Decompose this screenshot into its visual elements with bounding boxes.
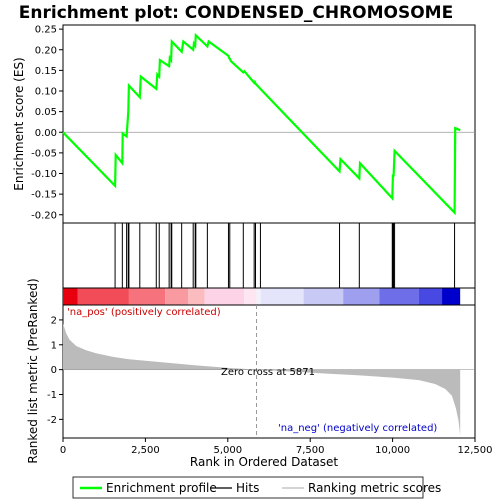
es-y-tick-label: 0.15 <box>35 66 57 77</box>
heatmap-segment <box>256 288 261 305</box>
enrichment-profile-line <box>62 32 461 216</box>
es-y-tick-label: -0.05 <box>31 148 57 159</box>
es-y-tick-label: -0.10 <box>31 169 57 180</box>
heatmap-segment <box>165 288 189 305</box>
es-y-tick-label: 0.25 <box>35 25 57 36</box>
es-y-tick-label: 0.00 <box>35 128 57 139</box>
legend-label: Hits <box>236 481 259 495</box>
es-y-tick-label: 0.10 <box>35 87 57 98</box>
hits-group <box>114 223 456 288</box>
x-tick-label: 0 <box>60 445 66 456</box>
heatmap-segment <box>204 288 245 305</box>
metric-y-axis-label: Ranked list metric (PreRanked) <box>26 278 40 463</box>
es-profile-group <box>62 32 461 216</box>
metric-panel-frame <box>62 304 476 439</box>
neg-correlated-label: 'na_neg' (negatively correlated) <box>278 423 437 434</box>
metric-y-tick-label: 2 <box>51 315 57 326</box>
es-y-ticks: -0.20 -0.15 -0.10 -0.05 0.00 0.05 0.10 0.15 0.20… <box>31 25 63 221</box>
heatmap-segment <box>244 288 257 305</box>
legend: Enrichment profile Hits Ranking metric sco… <box>80 481 441 495</box>
heatmap-segment <box>379 288 419 305</box>
metric-area-group <box>63 305 475 438</box>
x-tick-label: 7,500 <box>296 445 325 456</box>
x-axis-ticks: 0 2,500 5,000 7,500 10,000 12,500 <box>60 438 493 456</box>
heatmap-segment <box>188 288 205 305</box>
x-tick-label: 10,000 <box>375 445 410 456</box>
x-tick-label: 5,000 <box>213 445 242 456</box>
heatmap-segment <box>442 288 461 305</box>
metric-y-ticks: -2 -1 0 1 2 <box>47 315 63 426</box>
x-axis-label: Rank in Ordered Dataset <box>190 455 338 469</box>
heatmap-segment <box>260 288 304 305</box>
heatmap-segment <box>128 288 166 305</box>
zero-cross-label: Zero cross at 5871 <box>221 367 315 378</box>
es-y-tick-label: -0.15 <box>31 190 57 201</box>
es-y-tick-label: 0.05 <box>35 107 57 118</box>
heatmap-segment <box>343 288 380 305</box>
metric-y-tick-label: -2 <box>47 415 57 426</box>
x-tick-label: 12,500 <box>458 445 493 456</box>
x-tick-label: 2,500 <box>131 445 160 456</box>
metric-y-tick-label: -1 <box>47 390 57 401</box>
legend-box <box>72 476 424 499</box>
es-y-tick-label: 0.20 <box>35 45 57 56</box>
chart-title: Enrichment plot: CONDENSED_CHROMOSOME <box>19 3 453 23</box>
legend-label: Ranking metric scores <box>308 481 441 495</box>
heatmap-segment <box>303 288 344 305</box>
es-y-tick-label: -0.20 <box>31 210 57 221</box>
metric-y-tick-label: 0 <box>51 365 57 376</box>
heatmap-segment <box>418 288 443 305</box>
legend-label: Enrichment profile <box>106 481 217 495</box>
pos-correlated-label: 'na_pos' (positively correlated) <box>67 307 221 318</box>
heatmap-segment <box>77 288 129 305</box>
es-y-axis-label: Enrichment score (ES) <box>12 57 26 190</box>
heatmap-segment <box>63 288 78 305</box>
metric-y-tick-label: 1 <box>51 340 57 351</box>
heatmap-band <box>63 288 461 305</box>
